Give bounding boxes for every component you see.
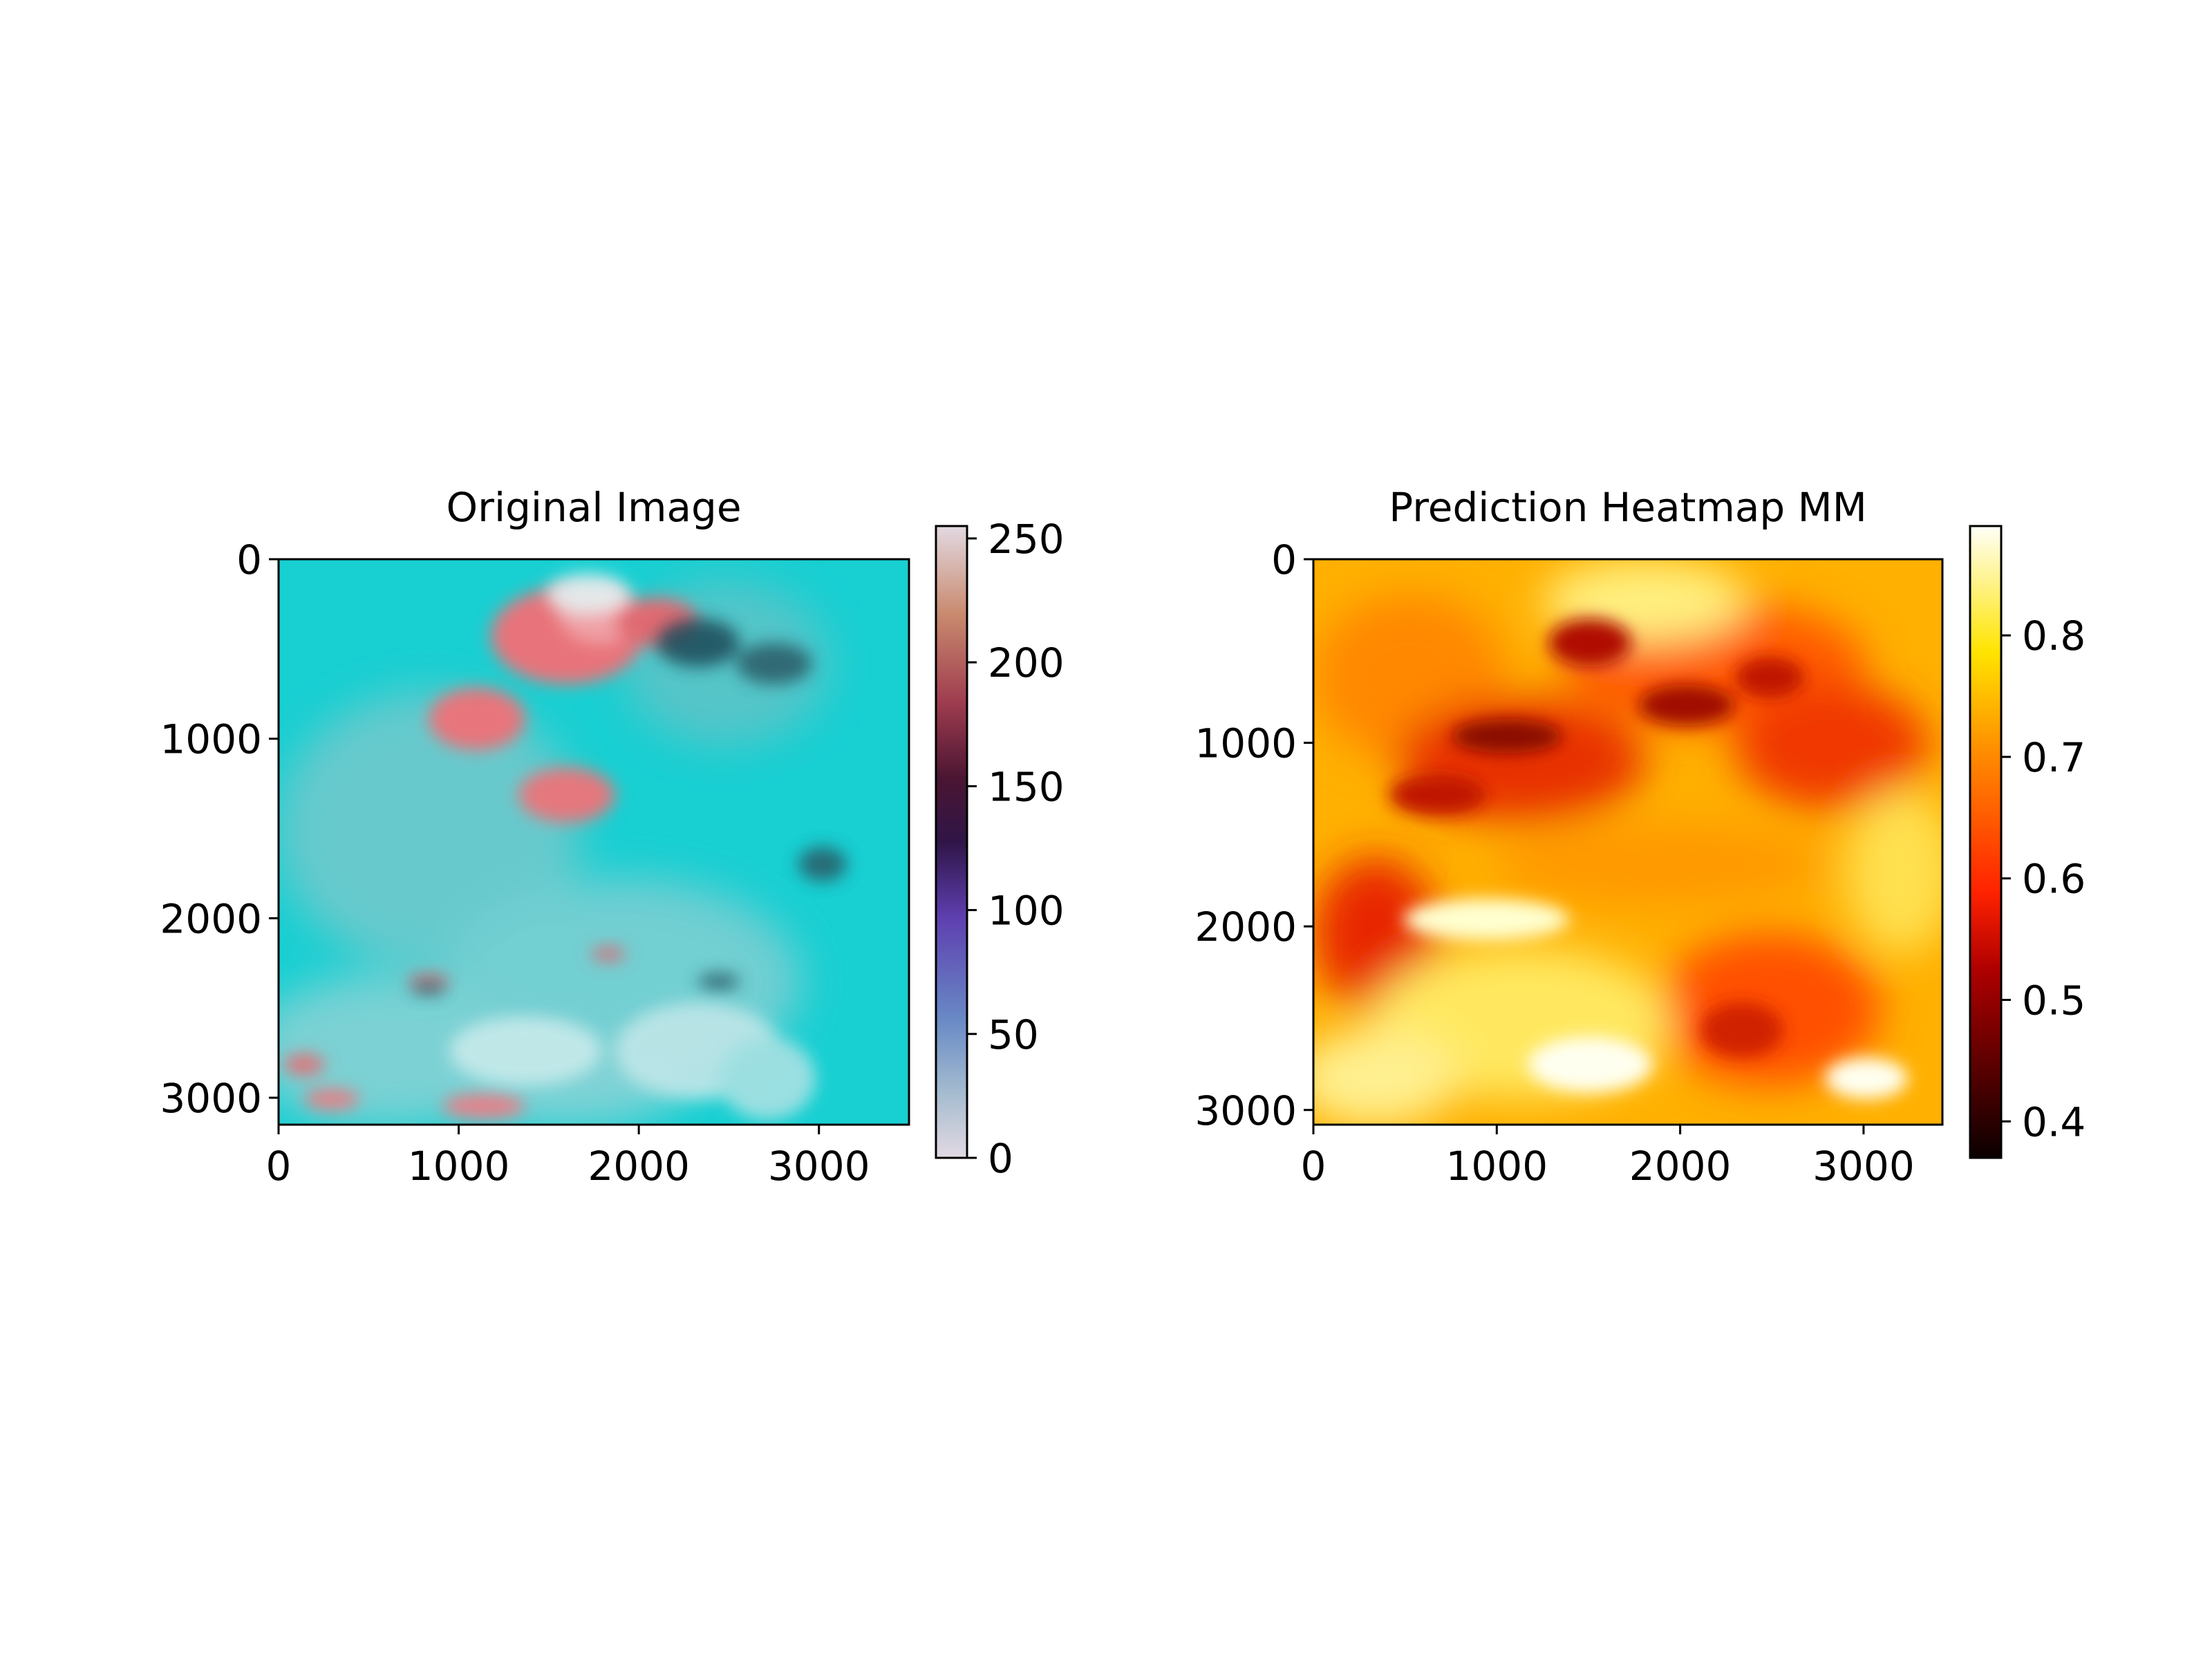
colorbar-tick-label: 200 (988, 639, 1065, 686)
prediction-heatmap-colorbar: 0.4 0.5 0.6 0.7 0.8 (1969, 525, 2086, 1159)
colorbar-tick-label: 150 (988, 763, 1065, 810)
y-tick-label: 2000 (160, 895, 262, 942)
x-tick-label: 1000 (408, 1143, 510, 1190)
y-tick-label: 0 (236, 536, 262, 583)
x-tick-label: 1000 (1446, 1143, 1548, 1190)
x-tick-label: 0 (1301, 1143, 1327, 1190)
colorbar-tick-label: 0.6 (2022, 856, 2086, 903)
y-tick-label: 3000 (1194, 1087, 1297, 1134)
colorbar-tick-label: 50 (988, 1011, 1039, 1058)
colorbar-tick-label: 0.5 (2022, 977, 2086, 1024)
original-image-raster (279, 559, 909, 1125)
x-tick-label: 2000 (1629, 1143, 1732, 1190)
y-tick-label: 0 (1271, 536, 1297, 583)
x-tick-label: 2000 (588, 1143, 690, 1190)
y-tick-label: 2000 (1194, 903, 1297, 950)
y-tick-label: 1000 (1194, 720, 1297, 767)
x-tick-label: 3000 (768, 1143, 870, 1190)
original-image-panel: Original Image (160, 484, 1064, 1190)
colorbar-tick-label: 0 (988, 1135, 1013, 1182)
prediction-heatmap-raster (1313, 559, 1942, 1125)
colorbar-tick-label: 0.4 (2022, 1098, 2086, 1145)
x-tick-label: 0 (266, 1143, 292, 1190)
x-tick-label: 3000 (1812, 1143, 1915, 1190)
y-tick-label: 1000 (160, 716, 262, 763)
colorbar-tick-label: 100 (988, 888, 1065, 935)
colorbar-tick-label: 250 (988, 516, 1065, 563)
original-image-colorbar: 0 50 100 150 200 250 (935, 516, 1065, 1182)
original-image-frame (277, 558, 910, 1126)
prediction-heatmap-frame (1312, 558, 1944, 1126)
colorbar-tick-label: 0.7 (2022, 734, 2086, 781)
prediction-heatmap-title: Prediction Heatmap MM (1389, 484, 1867, 531)
original-image-title: Original Image (446, 484, 741, 531)
y-tick-label: 3000 (160, 1075, 262, 1122)
prediction-heatmap-panel: Prediction Heatmap MM (1194, 484, 2086, 1190)
colorbar-tick-label: 0.8 (2022, 612, 2086, 659)
